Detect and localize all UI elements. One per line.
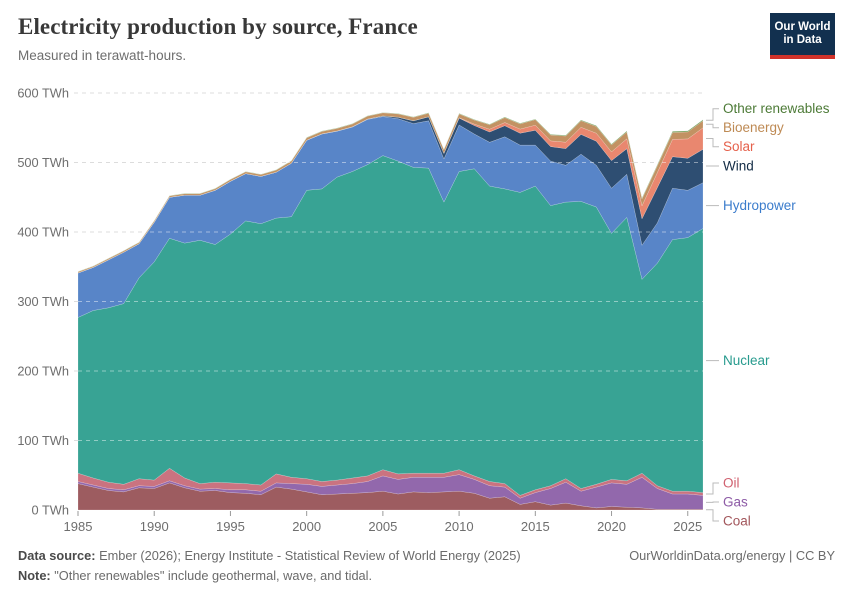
legend-label-oil[interactable]: Oil [723, 476, 740, 491]
legend-connector-coal [706, 509, 719, 522]
legend-label-gas[interactable]: Gas [723, 495, 748, 510]
x-axis-label-1990: 1990 [140, 519, 169, 534]
note-text: "Other renewables" include geothermal, w… [54, 567, 373, 583]
y-axis-label-400: 400 TWh [17, 225, 69, 240]
owid-logo-line2: in Data [783, 34, 822, 46]
page-title: Electricity production by source, France [18, 14, 418, 39]
x-axis-label-1995: 1995 [216, 519, 245, 534]
x-axis-label-2015: 2015 [521, 519, 550, 534]
owid-url-link[interactable]: OurWorldinData.org/energy | CC BY [629, 548, 835, 563]
legend-connector-other-renewables [706, 108, 719, 121]
chart-footer: Data source: Ember (2026); Energy Instit… [18, 546, 835, 586]
legend-label-solar[interactable]: Solar [723, 139, 755, 154]
y-axis-label-500: 500 TWh [17, 155, 69, 170]
data-source-text: Ember (2026); Energy Institute - Statist… [99, 548, 521, 563]
note-label: Note: [18, 567, 51, 583]
area-other-renewables[interactable] [77, 112, 704, 273]
y-axis-label-600: 600 TWh [17, 86, 69, 101]
x-axis-label-2025: 2025 [673, 519, 702, 534]
stacked-area-chart: 0 TWh 100 TWh 200 TWh 300 TWh 400 TWh 500 TWh… [17, 86, 830, 535]
area-wind[interactable] [77, 115, 704, 274]
legend-connector-oil [706, 482, 719, 495]
legend-label-wind[interactable]: Wind [723, 158, 754, 173]
legend-label-hydropower[interactable]: Hydropower [723, 198, 796, 213]
y-axis-label-200: 200 TWh [17, 364, 69, 379]
legend-connector-bioenergy [706, 123, 719, 129]
x-axis-label-2005: 2005 [368, 519, 397, 534]
legend-label-bioenergy[interactable]: Bioenergy [723, 120, 784, 135]
x-axis-label-2020: 2020 [597, 519, 626, 534]
legend-label-other-renewables[interactable]: Other renewables [723, 101, 830, 116]
area-solar[interactable] [77, 115, 704, 274]
data-source-line: Data source: Ember (2026); Energy Instit… [18, 546, 521, 566]
x-axis-label-2010: 2010 [445, 519, 474, 534]
y-axis-label-300: 300 TWh [17, 294, 69, 309]
x-axis-label-2000: 2000 [292, 519, 321, 534]
legend-label-nuclear[interactable]: Nuclear [723, 353, 770, 368]
note-line: Note: "Other renewables" include geother… [18, 566, 835, 586]
y-axis-label-0: 0 TWh [32, 503, 69, 518]
y-axis-label-100: 100 TWh [17, 433, 69, 448]
x-axis-label-1985: 1985 [64, 519, 93, 534]
chart-subtitle: Measured in terawatt-hours. [18, 48, 187, 63]
data-source-label: Data source: [18, 548, 96, 563]
legend-connector-solar [706, 138, 719, 148]
legend-label-coal[interactable]: Coal [723, 514, 751, 529]
owid-logo[interactable]: Our World in Data [770, 13, 835, 59]
owid-logo-line1: Our World [774, 21, 831, 33]
